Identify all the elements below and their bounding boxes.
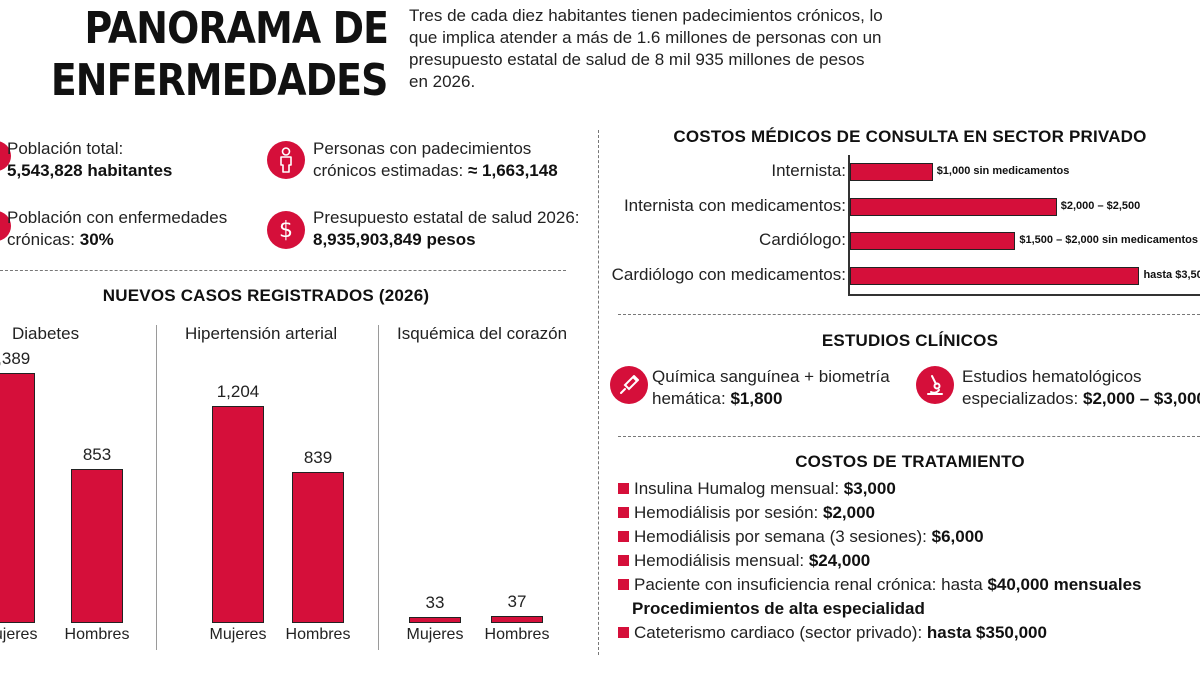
bar-hombres	[292, 471, 344, 623]
population-bullet	[0, 141, 11, 171]
study-1: Química sanguínea + biometría hemática: …	[652, 366, 890, 410]
treatment-item: Insulina Humalog mensual: $3,000	[618, 477, 1142, 501]
category-label: Mujeres	[209, 626, 267, 643]
diabetes-title: Diabetes	[12, 324, 80, 343]
category-label: Mujeres	[0, 626, 38, 643]
consult-baseline	[848, 294, 1200, 296]
title-line-1: PANORAMA DE	[84, 3, 389, 54]
study-2-line2: especializados:	[962, 389, 1079, 408]
title-line-2: ENFERMEDADES	[51, 55, 389, 106]
bar-value-label: 839	[303, 447, 333, 467]
bar-value-label: 1,389	[0, 348, 31, 368]
hbar-value-label: $2,000 – $2,500	[1060, 200, 1141, 212]
right-divider-1	[618, 314, 1200, 315]
syringe-icon	[610, 366, 648, 404]
category-label: Hombres	[285, 626, 351, 643]
bar-mujeres	[0, 372, 35, 623]
bullet-square-icon	[618, 507, 629, 518]
treatment-item: Hemodiálisis mensual: $24,000	[618, 549, 1142, 573]
hbar-value-label: $1,000 sin medicamentos	[936, 165, 1070, 177]
bullet-square-icon	[618, 555, 629, 566]
study-1-value: $1,800	[730, 389, 783, 408]
category-label: Hombres	[484, 626, 550, 643]
chronic-persons-stat: Personas con padecimientos crónicos esti…	[313, 138, 558, 182]
treatment-item: Hemodiálisis por sesión: $2,000	[618, 501, 1142, 525]
budget-label: Presupuesto estatal de salud 2026:	[313, 208, 580, 227]
hbar-bar	[850, 198, 1057, 216]
intro-paragraph: Tres de cada diez habitantes tienen pade…	[409, 6, 883, 91]
chronic-pct-stat: Población con enfermedades crónicas: 30%	[7, 207, 227, 251]
category-label: Hombres	[64, 626, 130, 643]
population-stat: Población total: 5,543,828 habitantes	[7, 138, 172, 182]
studies-heading: ESTUDIOS CLÍNICOS	[821, 331, 999, 350]
treatment-list: Insulina Humalog mensual: $3,000 Hemodiá…	[618, 477, 1142, 645]
treatment-subheading: Procedimientos de alta especialidad	[632, 599, 925, 618]
left-divider	[0, 270, 566, 271]
svg-text:$: $	[279, 218, 293, 243]
treatment-item: Hemodiálisis por semana (3 sesiones): $6…	[618, 525, 1142, 549]
bar-hombres	[491, 616, 543, 623]
ischemic-title: Isquémica del corazón	[397, 324, 568, 343]
hbar-category-label: Internista:	[771, 161, 846, 180]
bar-value-label: 853	[82, 445, 112, 465]
bar-mujeres	[212, 406, 264, 623]
consult-axis	[848, 155, 850, 295]
consult-heading: COSTOS MÉDICOS DE CONSULTA EN SECTOR PRI…	[673, 127, 1147, 146]
bullet-square-icon	[618, 531, 629, 542]
new-cases-heading: NUEVOS CASOS REGISTRADOS (2026)	[102, 286, 430, 305]
treatment-item: Cateterismo cardiaco (sector privado): h…	[618, 621, 1142, 645]
hbar-value-label: $1,500 – $2,000 sin medicamentos	[1019, 234, 1198, 246]
microscope-icon	[916, 366, 954, 404]
treatment-heading: COSTOS DE TRATAMIENTO	[795, 452, 1025, 471]
population-value: 5,543,828 habitantes	[7, 161, 173, 180]
chart-separator-1	[156, 325, 157, 650]
hbar-category-label: Internista con medicamentos:	[623, 196, 846, 215]
chronic-persons-label2: crónicos estimadas:	[313, 161, 464, 180]
study-2-value: $2,000 – $3,000	[1082, 389, 1200, 408]
study-2-line1: Estudios hematológicos	[962, 367, 1142, 386]
chronic-pct-label: Población con enfermedades	[7, 208, 228, 227]
study-1-line2: hemática:	[652, 389, 726, 408]
treatment-item: Paciente con insuficiencia renal crónica…	[618, 573, 1142, 597]
bar-mujeres	[409, 617, 461, 623]
dollar-icon: $	[267, 211, 305, 249]
chronic-persons-label: Personas con padecimientos	[313, 139, 532, 158]
bullet-square-icon	[618, 627, 629, 638]
hbar-bar	[850, 232, 1016, 250]
study-1-line1: Química sanguínea + biometría	[652, 367, 890, 386]
hbar-category-label: Cardiólogo con medicamentos:	[611, 265, 846, 284]
person-icon	[267, 141, 305, 179]
bullet-square-icon	[618, 483, 629, 494]
bullet-square-icon	[618, 579, 629, 590]
chronic-pct-label2: crónicas:	[7, 230, 76, 249]
chronic-persons-value: ≈ 1,663,148	[467, 161, 558, 180]
population-label: Población total:	[7, 139, 124, 158]
hbar-bar	[850, 267, 1140, 285]
study-2: Estudios hematológicos especializados: $…	[962, 366, 1200, 410]
right-divider-2	[618, 436, 1200, 437]
bar-value-label: 37	[507, 592, 527, 612]
hbar-category-label: Cardiólogo:	[759, 230, 846, 249]
hypertension-title: Hipertensión arterial	[185, 324, 338, 343]
bar-value-label: 1,204	[216, 382, 260, 402]
chronic-pct-bullet	[0, 211, 11, 241]
budget-stat: Presupuesto estatal de salud 2026: 8,935…	[313, 207, 580, 251]
chronic-pct-value: 30%	[79, 230, 114, 249]
chart-separator-2	[378, 325, 379, 650]
hbar-bar	[850, 163, 933, 181]
bar-hombres	[71, 469, 123, 623]
category-label: Mujeres	[406, 626, 464, 643]
center-divider	[598, 130, 599, 655]
budget-value: 8,935,903,849 pesos	[313, 230, 476, 249]
bar-value-label: 33	[425, 593, 445, 613]
hbar-value-label: hasta $3,500	[1143, 269, 1200, 281]
